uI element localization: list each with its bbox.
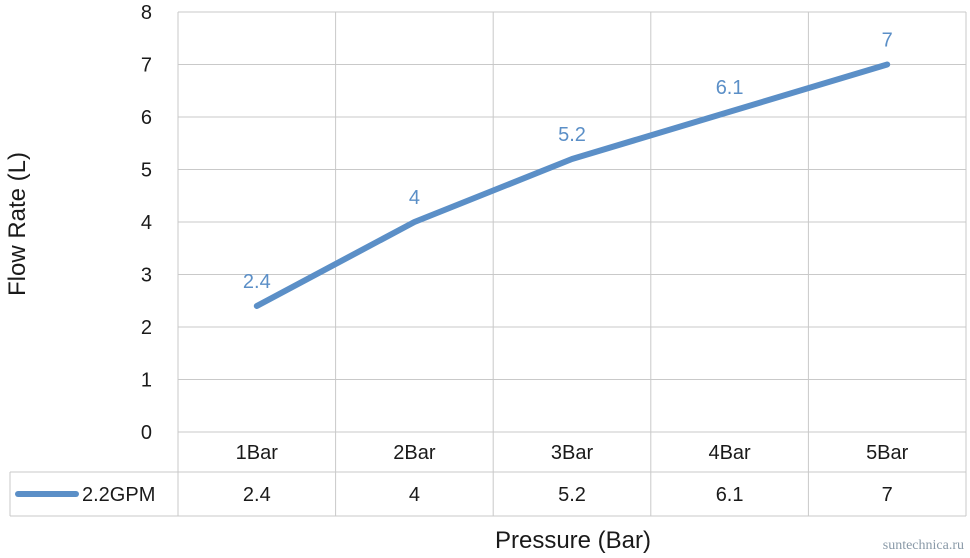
table-cell: 2.4 (243, 484, 271, 506)
x-category-label: 1Bar (236, 442, 279, 464)
y-tick-label: 4 (141, 212, 152, 234)
y-tick-label: 2 (141, 317, 152, 339)
data-label: 7 (882, 30, 893, 52)
table-cell: 7 (882, 484, 893, 506)
series-line-2.2GPM (253, 61, 891, 309)
y-tick-label: 0 (141, 422, 152, 444)
y-tick-label: 7 (141, 55, 152, 77)
legend-series-name: 2.2GPM (82, 484, 155, 506)
table-cell: 4 (409, 484, 420, 506)
y-axis-title: Flow Rate (L) (4, 152, 31, 296)
x-category-label: 4Bar (708, 442, 751, 464)
y-tick-label: 1 (141, 370, 152, 392)
table-cell: 5.2 (558, 484, 586, 506)
data-label: 5.2 (558, 124, 586, 146)
y-tick-label: 8 (141, 2, 152, 24)
grid-lines (9, 11, 967, 517)
y-tick-labels: 0 1 2 3 4 5 6 7 8 (141, 2, 152, 444)
data-labels: 2.4 4 5.2 6.1 7 (243, 30, 893, 294)
y-tick-label: 5 (141, 160, 152, 182)
data-label: 2.4 (243, 271, 271, 293)
series-lines (253, 61, 891, 309)
x-axis-title: Pressure (Bar) (495, 527, 651, 554)
x-category-label: 3Bar (551, 442, 594, 464)
table-cell: 6.1 (716, 484, 744, 506)
watermark: suntechnica.ru (882, 538, 964, 553)
x-category-label: 2Bar (393, 442, 436, 464)
y-tick-label: 3 (141, 265, 152, 287)
data-label: 6.1 (716, 77, 744, 99)
data-label: 4 (409, 187, 420, 209)
y-tick-label: 6 (141, 107, 152, 129)
x-category-label: 5Bar (866, 442, 909, 464)
data-table: 1Bar 2Bar 3Bar 4Bar 5Bar 2.2GPM 2.4 4 5.2 6.1 7 (15, 442, 909, 506)
